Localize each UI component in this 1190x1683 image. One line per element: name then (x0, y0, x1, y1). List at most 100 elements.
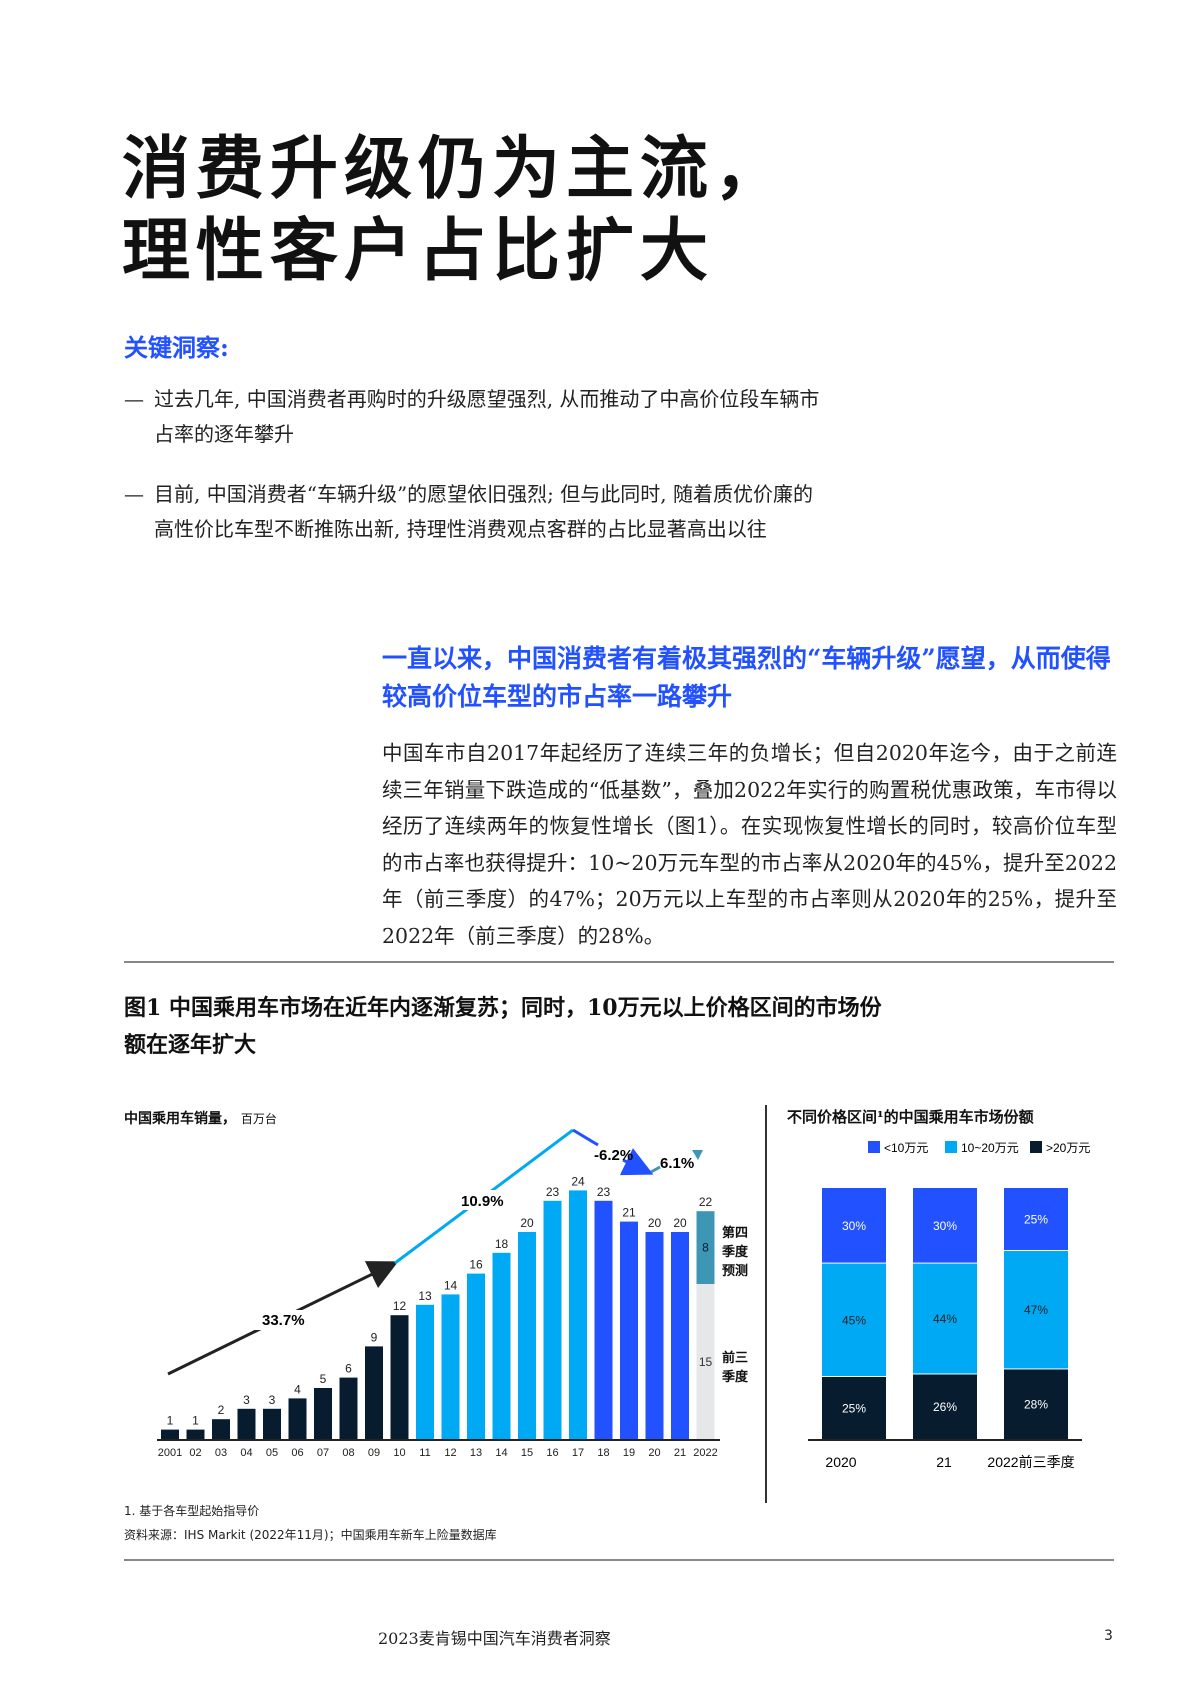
figure-title-line1: 图1 中国乘用车市场在近年内逐渐复苏；同时，10万元以上价格区间的市场份 (124, 995, 882, 1021)
legend-label: 10~20万元 (961, 1141, 1019, 1155)
share-segment (913, 1374, 977, 1439)
bar-value-label: 23 (597, 1185, 611, 1199)
legend-swatch-10-20 (945, 1141, 957, 1153)
dash-marker: — (124, 387, 144, 411)
bar-2022-q1-q3 (696, 1284, 715, 1440)
sales-bar (314, 1388, 332, 1440)
chart2-legend: <10万元 10~20万元 >20万元 (868, 1141, 1090, 1155)
figure-title: 图1 中国乘用车市场在近年内逐渐复苏；同时，10万元以上价格区间的市场份 额在逐… (124, 990, 1024, 1064)
cagr-label-61: 6.1% (660, 1155, 694, 1172)
x-tick-label: 20 (648, 1447, 660, 1459)
footnote-divider (124, 1559, 1114, 1561)
sales-bar (212, 1419, 230, 1440)
chart-divider (765, 1105, 767, 1503)
sales-bars: 1 2001 1 02 2 03 3 04 3 05 4 06 5 07 6 08 9 09 12 10 13 11 14 1… (158, 1174, 718, 1459)
sales-bar (671, 1232, 689, 1440)
share-label: 25% (1024, 1213, 1048, 1227)
share-segment (822, 1377, 886, 1439)
recovery-arrow-head-icon (692, 1150, 703, 1160)
sales-bar (543, 1200, 562, 1440)
share-segment (1004, 1369, 1068, 1439)
share-segment (1004, 1188, 1068, 1250)
x-tick-label: 14 (495, 1447, 507, 1459)
bar-value-label: 6 (345, 1362, 352, 1376)
insight-text: 过去几年, 中国消费者再购时的升级愿望强烈, 从而推动了中高价位段车辆市 (154, 387, 820, 411)
insight-text: 目前, 中国消费者“车辆升级”的愿望依旧强烈; 但与此同时, 随着质优价廉的 (154, 482, 813, 506)
bar-value-label: 22 (699, 1195, 713, 1209)
x-label: 2020 (825, 1454, 856, 1470)
x-tick-label: 03 (215, 1447, 227, 1459)
bar-value-label: 20 (673, 1216, 687, 1230)
sales-bar (645, 1232, 664, 1440)
q4-label: 预测 (722, 1263, 748, 1278)
q4-label: 第四 (722, 1225, 748, 1240)
chart1-title-text: 中国乘用车销量， (124, 1111, 236, 1127)
bar-value-label: 18 (495, 1237, 509, 1251)
sales-bar (390, 1315, 409, 1440)
sales-bar (339, 1377, 358, 1440)
x-tick-label: 09 (368, 1447, 380, 1459)
legend-label: <10万元 (884, 1141, 928, 1155)
sales-bar (492, 1252, 511, 1440)
footer-title: 2023麦肯锡中国汽车消费者洞察 (378, 1629, 611, 1648)
x-tick-label: 18 (597, 1447, 609, 1459)
market-share-stacked-chart: 30% 45% 25% 30% 44% 26% 25% 47% 28% (822, 1188, 1068, 1439)
bar-value: 8 (702, 1241, 709, 1255)
x-tick-label: 16 (546, 1447, 558, 1459)
bar-value-label: 13 (418, 1289, 432, 1303)
x-tick-label: 13 (470, 1447, 482, 1459)
page-title: 消费升级仍为主流， 理性客户占比扩大 (122, 128, 788, 292)
key-insights-heading: 关键洞察: (124, 333, 229, 362)
bar-value-label: 3 (269, 1393, 276, 1407)
sales-bar (569, 1190, 587, 1440)
recovery-arrow-2020-2022 (650, 1165, 661, 1174)
sales-bar (186, 1429, 205, 1440)
bar-value-label: 20 (520, 1216, 534, 1230)
x-label: 21 (936, 1454, 952, 1470)
cagr-label-109: 10.9% (461, 1193, 504, 1210)
share-segment (913, 1263, 977, 1374)
share-label: 26% (933, 1400, 957, 1414)
share-segment (822, 1188, 886, 1263)
share-label: 47% (1024, 1303, 1048, 1317)
x-tick-label: 21 (674, 1447, 686, 1459)
sales-bar (288, 1398, 307, 1440)
cagr-label-337: 33.7% (262, 1312, 305, 1329)
chart1-title: 中国乘用车销量， 百万台 (124, 1108, 277, 1128)
dash-marker: — (124, 482, 144, 506)
x-tick-label: 10 (393, 1447, 405, 1459)
page-number: 3 (1104, 1628, 1113, 1644)
bar-value-label: 16 (469, 1258, 483, 1272)
legend-swatch-lt10 (868, 1141, 880, 1153)
bar-value: 15 (699, 1355, 713, 1369)
source-note: 资料来源：IHS Markit (2022年11月)；中国乘用车新车上险量数据库 (124, 1528, 497, 1542)
chart2-title: 不同价格区间¹的中国乘用车市场份额 (787, 1108, 1034, 1126)
bar-value-label: 23 (546, 1185, 560, 1199)
bar-value-label: 24 (571, 1174, 585, 1188)
x-tick-label: 08 (342, 1447, 354, 1459)
highlight-statement: 一直以来，中国消费者有着极其强烈的“车辆升级”愿望，从而使得较高价位车型的市占率… (382, 644, 1111, 711)
sales-bar (365, 1346, 383, 1440)
bar-value-label: 21 (622, 1206, 636, 1220)
figure-title-line2: 额在逐年扩大 (124, 1032, 257, 1058)
sales-bar (518, 1232, 536, 1440)
insight-text: 占率的逐年攀升 (154, 422, 294, 446)
bar-value-label: 12 (393, 1299, 407, 1313)
insight-bullet-1: — 过去几年, 中国消费者再购时的升级愿望强烈, 从而推动了中高价位段车辆市 占… (124, 382, 854, 452)
bar-value-label: 9 (371, 1330, 378, 1344)
sales-bar (594, 1200, 613, 1440)
page-title-line1: 消费升级仍为主流， (122, 129, 789, 209)
decline-arrow-start (572, 1128, 599, 1147)
share-segment (913, 1188, 977, 1263)
x-tick-label: 19 (623, 1447, 635, 1459)
sales-bar (161, 1429, 179, 1440)
chart1-unit: 百万台 (240, 1112, 277, 1126)
bar-value-label: 20 (648, 1216, 662, 1230)
bar-value-label: 2 (218, 1403, 225, 1417)
x-tick-label: 12 (444, 1447, 456, 1459)
bar-value-label: 1 (192, 1414, 199, 1428)
sales-bar (416, 1304, 434, 1440)
x-label: 2022前三季度 (987, 1454, 1074, 1470)
x-tick-label: 15 (521, 1447, 533, 1459)
bar-value-label: 1 (167, 1414, 174, 1428)
